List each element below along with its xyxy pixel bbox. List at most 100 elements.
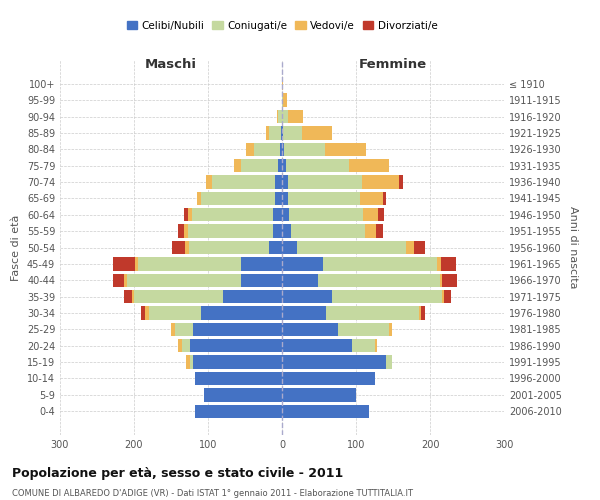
Legend: Celibi/Nubili, Coniugati/e, Vedovi/e, Divorziati/e: Celibi/Nubili, Coniugati/e, Vedovi/e, Di…: [122, 16, 442, 35]
Bar: [234, 159, 241, 172]
Y-axis label: Fasce di età: Fasce di età: [11, 214, 21, 280]
Bar: [440, 274, 442, 287]
Bar: [175, 322, 193, 336]
Bar: [171, 322, 175, 336]
Bar: [286, 159, 349, 172]
Bar: [282, 208, 289, 222]
Bar: [326, 306, 419, 320]
Bar: [134, 290, 223, 304]
Bar: [178, 339, 182, 352]
Bar: [127, 274, 241, 287]
Bar: [383, 192, 386, 205]
Bar: [421, 306, 425, 320]
Bar: [282, 257, 323, 270]
Bar: [282, 224, 291, 238]
Bar: [282, 241, 297, 254]
Bar: [132, 290, 134, 304]
Bar: [282, 126, 283, 140]
Bar: [317, 274, 440, 287]
Bar: [282, 110, 288, 123]
Bar: [282, 274, 317, 287]
Bar: [278, 110, 282, 123]
Bar: [378, 208, 384, 222]
Bar: [188, 224, 273, 238]
Bar: [325, 142, 365, 156]
Bar: [399, 176, 403, 188]
Bar: [190, 339, 282, 352]
Bar: [247, 142, 254, 156]
Bar: [269, 241, 282, 254]
Bar: [275, 176, 282, 188]
Bar: [282, 404, 370, 418]
Bar: [212, 176, 275, 188]
Bar: [194, 404, 282, 418]
Bar: [241, 257, 282, 270]
Bar: [200, 192, 275, 205]
Bar: [389, 322, 392, 336]
Bar: [441, 257, 456, 270]
Bar: [288, 176, 362, 188]
Bar: [282, 388, 356, 402]
Bar: [266, 126, 269, 140]
Bar: [283, 94, 287, 107]
Bar: [241, 159, 278, 172]
Bar: [178, 224, 184, 238]
Bar: [254, 142, 280, 156]
Bar: [182, 339, 190, 352]
Bar: [437, 257, 441, 270]
Bar: [142, 306, 145, 320]
Bar: [283, 126, 302, 140]
Bar: [282, 142, 284, 156]
Bar: [365, 224, 376, 238]
Bar: [419, 306, 421, 320]
Bar: [284, 142, 325, 156]
Bar: [288, 110, 303, 123]
Bar: [136, 257, 138, 270]
Bar: [149, 306, 200, 320]
Bar: [194, 372, 282, 385]
Bar: [442, 290, 444, 304]
Bar: [414, 241, 425, 254]
Bar: [138, 257, 241, 270]
Bar: [192, 208, 273, 222]
Bar: [273, 208, 282, 222]
Bar: [332, 290, 442, 304]
Bar: [193, 322, 282, 336]
Bar: [282, 159, 286, 172]
Bar: [223, 290, 282, 304]
Bar: [323, 257, 437, 270]
Bar: [361, 192, 383, 205]
Bar: [349, 159, 389, 172]
Bar: [288, 192, 361, 205]
Bar: [352, 339, 374, 352]
Bar: [282, 322, 337, 336]
Bar: [406, 241, 414, 254]
Bar: [145, 306, 149, 320]
Bar: [269, 126, 281, 140]
Bar: [200, 306, 282, 320]
Bar: [273, 224, 282, 238]
Bar: [206, 176, 212, 188]
Bar: [289, 208, 364, 222]
Text: Femmine: Femmine: [359, 58, 427, 70]
Bar: [282, 339, 352, 352]
Bar: [278, 159, 282, 172]
Bar: [185, 241, 189, 254]
Bar: [362, 176, 399, 188]
Text: COMUNE DI ALBAREDO D'ADIGE (VR) - Dati ISTAT 1° gennaio 2011 - Elaborazione TUTT: COMUNE DI ALBAREDO D'ADIGE (VR) - Dati I…: [12, 489, 413, 498]
Bar: [189, 241, 269, 254]
Bar: [281, 126, 282, 140]
Bar: [172, 241, 185, 254]
Bar: [386, 356, 392, 369]
Bar: [124, 290, 132, 304]
Bar: [444, 290, 451, 304]
Bar: [184, 208, 188, 222]
Bar: [275, 192, 282, 205]
Bar: [291, 224, 365, 238]
Bar: [282, 176, 288, 188]
Bar: [113, 257, 136, 270]
Bar: [193, 356, 282, 369]
Bar: [337, 322, 389, 336]
Bar: [188, 208, 192, 222]
Bar: [282, 290, 332, 304]
